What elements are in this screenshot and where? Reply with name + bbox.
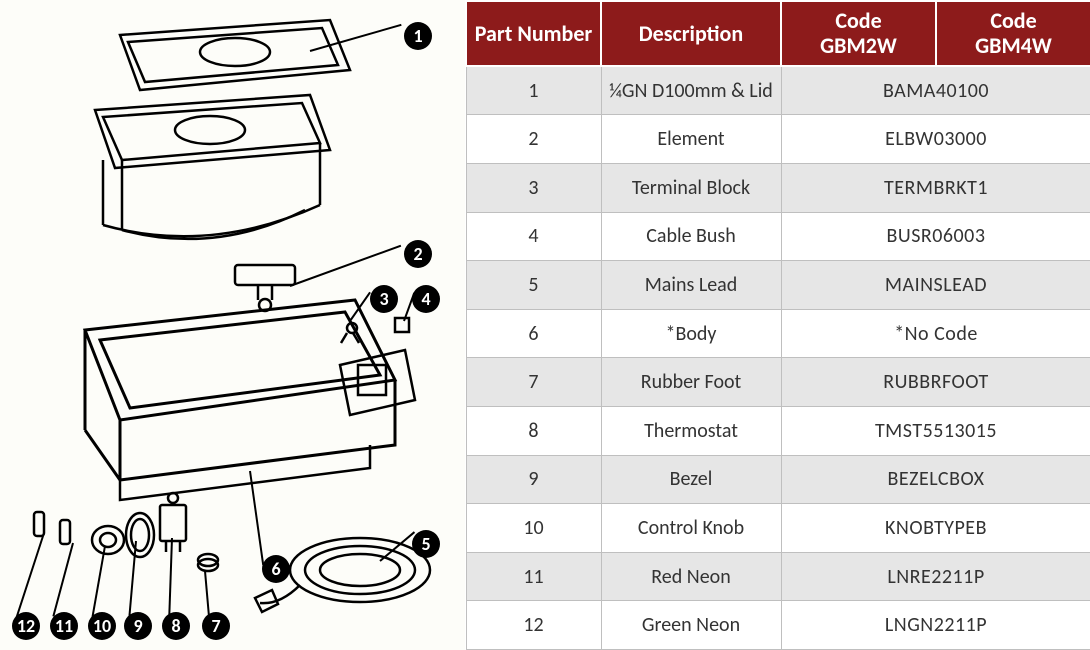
callout-bubble: 7 [202,612,230,640]
cell-code: LNGN2211P [781,601,1090,650]
cell-part-number: 4 [466,212,601,261]
col-code-gbm4w: Code GBM4W [936,1,1090,66]
table-row: 10Control KnobKNOBTYPEB [466,504,1090,553]
cell-part-number: 5 [466,261,601,310]
callout-bubble: 8 [162,612,190,640]
callout-bubble: 9 [124,612,152,640]
cell-description: ¼GN D100mm & Lid [601,66,781,115]
cell-description: Red Neon [601,552,781,601]
cell-description: *Body [601,309,781,358]
col-code-gbm4w-l2: GBM4W [975,32,1052,59]
callout-bubble: 1 [404,22,432,50]
callout-bubble: 5 [412,530,440,558]
cell-description: Element [601,115,781,164]
cell-code: TMST5513015 [781,406,1090,455]
cell-code: BAMA40100 [781,66,1090,115]
cell-description: Thermostat [601,406,781,455]
callout-bubble: 10 [88,612,116,640]
cell-part-number: 3 [466,164,601,213]
table-row: 3Terminal BlockTERMBRKT1 [466,164,1090,213]
parts-table: Part Number Description Code GBM2W Code … [465,0,1090,650]
cell-description: Control Knob [601,504,781,553]
col-code-gbm2w-l1: Code [835,7,881,34]
cell-code: BEZELCBOX [781,455,1090,504]
cell-description: Terminal Block [601,164,781,213]
parts-table-pane: Part Number Description Code GBM2W Code … [465,0,1090,650]
parts-table-header-row: Part Number Description Code GBM2W Code … [466,1,1090,66]
cell-part-number: 6 [466,309,601,358]
cell-code: LNRE2211P [781,552,1090,601]
col-code-gbm2w-l2: GBM2W [820,32,897,59]
callout-bubble: 3 [370,285,398,313]
cell-part-number: 9 [466,455,601,504]
table-row: 2ElementELBW03000 [466,115,1090,164]
cell-part-number: 7 [466,358,601,407]
callout-bubble: 11 [50,612,78,640]
cell-part-number: 8 [466,406,601,455]
callout-bubble: 2 [404,240,432,268]
table-row: 8ThermostatTMST5513015 [466,406,1090,455]
cell-code: BUSR06003 [781,212,1090,261]
callout-bubble: 4 [412,285,440,313]
col-code-gbm4w-l1: Code [990,7,1036,34]
col-part-number: Part Number [466,1,601,66]
col-code-gbm2w: Code GBM2W [781,1,936,66]
parts-tbody: 1¼GN D100mm & LidBAMA401002ElementELBW03… [466,66,1090,650]
cell-code: ELBW03000 [781,115,1090,164]
table-row: 11Red NeonLNRE2211P [466,552,1090,601]
cell-part-number: 10 [466,504,601,553]
cell-code: RUBBRFOOT [781,358,1090,407]
table-row: 9BezelBEZELCBOX [466,455,1090,504]
table-row: 4Cable BushBUSR06003 [466,212,1090,261]
callout-bubble: 6 [262,555,290,583]
cell-part-number: 11 [466,552,601,601]
cell-part-number: 12 [466,601,601,650]
table-row: 7Rubber FootRUBBRFOOT [466,358,1090,407]
table-row: 5Mains LeadMAINSLEAD [466,261,1090,310]
cell-description: Rubber Foot [601,358,781,407]
cell-description: Green Neon [601,601,781,650]
cell-part-number: 2 [466,115,601,164]
table-row: 6*Body*No Code [466,309,1090,358]
cell-description: Mains Lead [601,261,781,310]
table-row: 1¼GN D100mm & LidBAMA40100 [466,66,1090,115]
callout-bubble: 12 [12,612,40,640]
table-row: 12Green NeonLNGN2211P [466,601,1090,650]
cell-description: Bezel [601,455,781,504]
col-description: Description [601,1,781,66]
cell-code: MAINSLEAD [781,261,1090,310]
cell-description: Cable Bush [601,212,781,261]
cell-code: *No Code [781,309,1090,358]
exploded-diagram: 123456789101112 [0,0,465,650]
cell-part-number: 1 [466,66,601,115]
cell-code: KNOBTYPEB [781,504,1090,553]
cell-code: TERMBRKT1 [781,164,1090,213]
